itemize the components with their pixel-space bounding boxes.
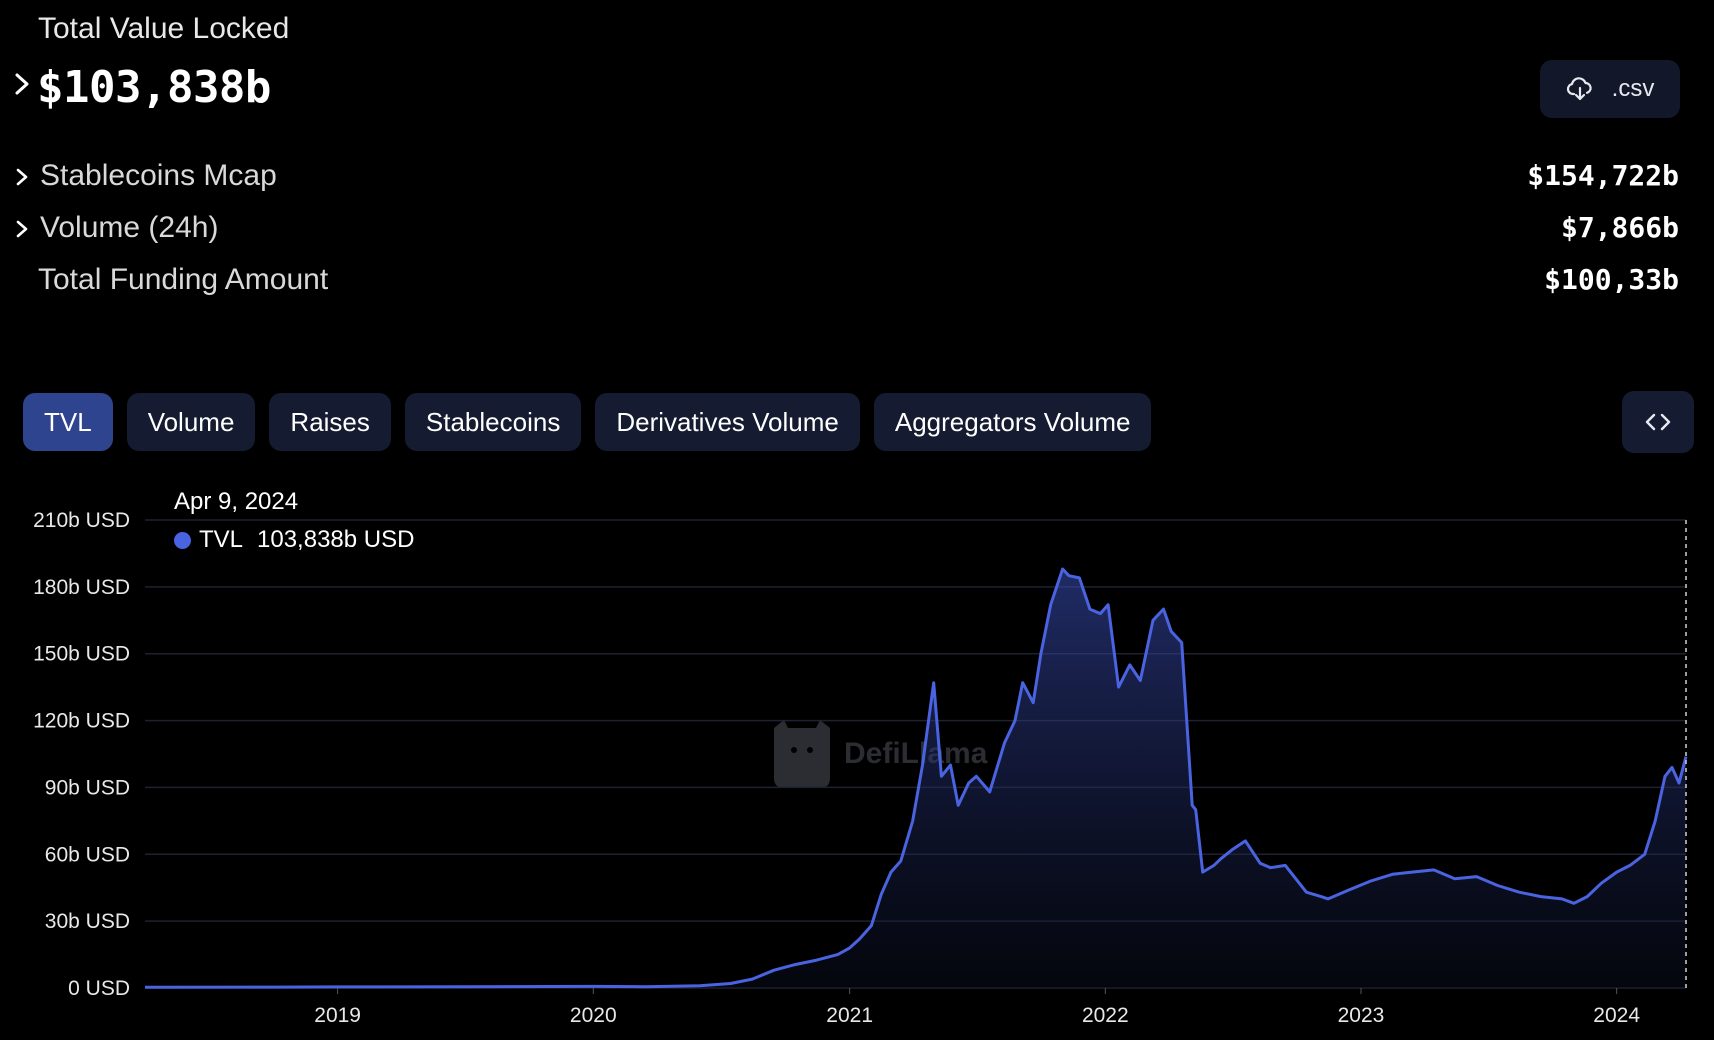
y-tick-label: 90b USD	[45, 776, 130, 799]
y-tick-label: 150b USD	[33, 643, 130, 666]
tab-stablecoins[interactable]: Stablecoins	[404, 393, 582, 451]
tooltip-series-name: TVL	[199, 526, 244, 553]
y-tick-label: 0 USD	[68, 977, 130, 1000]
watermark: DefiLlama	[770, 718, 987, 790]
x-tick-label: 2021	[826, 1004, 873, 1027]
tvl-area-fill	[145, 569, 1686, 988]
embed-button[interactable]	[1622, 391, 1694, 453]
csv-label: .csv	[1611, 75, 1655, 102]
x-tick-label: 2024	[1593, 1004, 1640, 1027]
tooltip-series-value: 103,838b USD	[257, 526, 415, 553]
tab-aggregators-volume[interactable]: Aggregators Volume	[873, 393, 1152, 451]
stat-value: $7,866b	[1560, 211, 1679, 244]
tvl-chart[interactable]: 0 USD 30b USD 60b USD 90b USD 120b USD 150b U…	[0, 480, 1714, 1040]
tvl-series-line	[144, 567, 1688, 989]
y-tick-label: 180b USD	[33, 576, 130, 599]
stat-row-funding: Total Funding Amount $100,33b	[0, 261, 1714, 301]
stat-name: Volume (24h)	[40, 211, 219, 244]
stat-name: Total Funding Amount	[38, 263, 329, 296]
stat-name: Stablecoins Mcap	[40, 159, 277, 192]
y-tick-label: 120b USD	[33, 710, 130, 733]
tab-volume[interactable]: Volume	[126, 393, 256, 451]
y-tick-label: 60b USD	[45, 843, 130, 866]
stat-row-volume[interactable]: Volume (24h) $7,866b	[0, 209, 1714, 249]
x-tick-label: 2019	[314, 1004, 361, 1027]
x-tick-label: 2022	[1082, 1004, 1129, 1027]
tvl-value: $103,838b	[37, 62, 271, 113]
y-tick-label: 210b USD	[33, 509, 130, 532]
chevron-right-icon[interactable]	[14, 218, 30, 240]
tvl-label: Total Value Locked	[38, 12, 290, 45]
tab-tvl[interactable]: TVL	[23, 393, 113, 451]
tab-derivatives-volume[interactable]: Derivatives Volume	[595, 393, 860, 451]
y-tick-label: 30b USD	[45, 910, 130, 933]
x-tick-label: 2023	[1338, 1004, 1385, 1027]
stat-value: $100,33b	[1544, 263, 1679, 296]
cloud-download-icon	[1566, 77, 1592, 101]
stat-value: $154,722b	[1527, 159, 1679, 192]
tooltip-date: Apr 9, 2024	[174, 488, 299, 515]
code-brackets-icon	[1645, 413, 1671, 431]
series-color-dot	[174, 531, 191, 549]
csv-download-button[interactable]: .csv	[1540, 60, 1680, 118]
x-tick-label: 2020	[570, 1004, 617, 1027]
llama-logo-icon	[774, 720, 830, 788]
tvl-chart-svg[interactable]: 0 USD 30b USD 60b USD 90b USD 120b USD 150b U…	[0, 480, 1714, 1040]
chevron-right-icon[interactable]	[12, 72, 32, 96]
tab-raises[interactable]: Raises	[269, 393, 391, 451]
chart-tabs: TVL Volume Raises Stablecoins Derivative…	[23, 393, 1152, 451]
stat-row-stablecoins[interactable]: Stablecoins Mcap $154,722b	[0, 157, 1714, 197]
chevron-right-icon[interactable]	[14, 166, 30, 188]
tooltip-series: TVL 103,838b USD	[174, 526, 414, 554]
watermark-text: DefiLlama	[844, 737, 988, 770]
